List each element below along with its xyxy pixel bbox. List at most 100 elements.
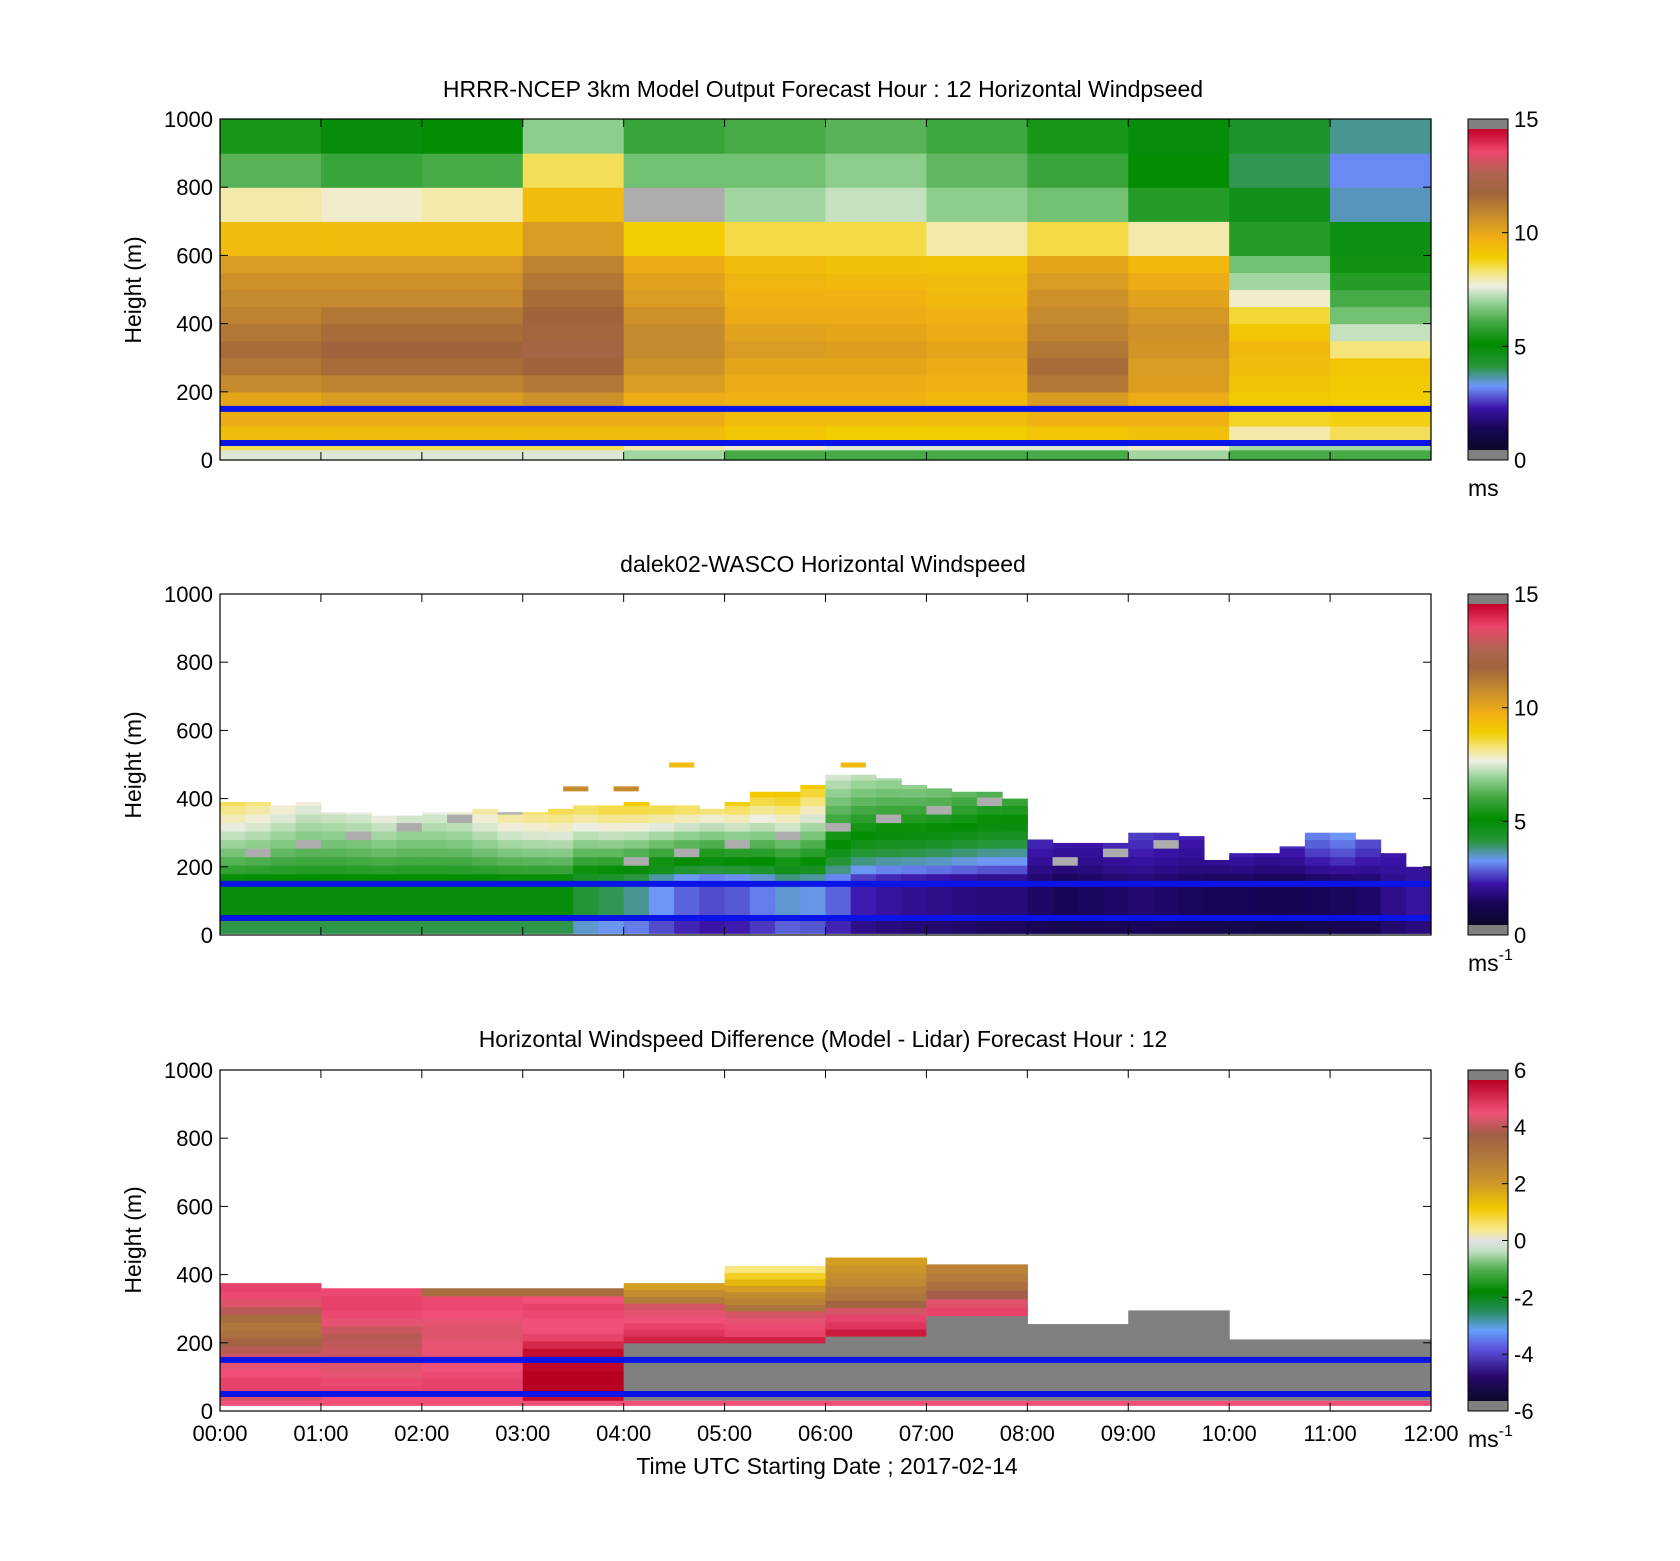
heatmap-cell (1027, 357, 1129, 376)
heatmap-cell (724, 289, 827, 308)
y-tick-label: 200 (176, 380, 213, 405)
heatmap-cell (547, 808, 574, 815)
heatmap-cell (825, 1271, 928, 1280)
heatmap-cell (800, 830, 827, 841)
panel-model-y-label: Height (m) (120, 236, 146, 343)
heatmap-cell (1027, 873, 1054, 883)
heatmap-cell (1153, 873, 1180, 883)
y-tick-label: 400 (176, 1263, 213, 1288)
heatmap-cell (220, 119, 322, 154)
heatmap-cell (421, 924, 448, 934)
heatmap-cell (220, 391, 322, 410)
heatmap-cell (1330, 839, 1356, 849)
colorbar-gradient (1468, 1080, 1508, 1401)
heatmap-cell (1279, 924, 1306, 934)
heatmap-cell (623, 289, 726, 308)
heatmap-cell (472, 848, 499, 858)
heatmap-cell (1128, 442, 1230, 451)
heatmap-cell (1027, 890, 1054, 900)
heatmap-cell (1052, 848, 1079, 858)
heatmap-cell (951, 791, 978, 798)
heatmap-cell (623, 255, 726, 274)
heatmap-cell (472, 808, 499, 815)
heatmap-cell (951, 907, 978, 917)
x-tick-label: 01:00 (293, 1421, 348, 1446)
heatmap-cell (320, 408, 423, 427)
heatmap-cell (749, 848, 776, 858)
heatmap-cell (522, 848, 549, 858)
heatmap-cell (749, 830, 776, 841)
y-tick-label: 0 (201, 923, 213, 948)
heatmap-cell (396, 830, 423, 841)
heatmap-cell (1077, 842, 1104, 849)
x-tick-label: 02:00 (394, 1421, 449, 1446)
heatmap-cell (623, 391, 726, 410)
heatmap-cell (976, 899, 1003, 909)
heatmap-cell (1279, 899, 1306, 909)
heatmap-cell (447, 822, 473, 832)
heatmap-cell (1153, 839, 1180, 849)
colorbar-tick-label: 2 (1514, 1172, 1526, 1197)
heatmap-cell (976, 890, 1003, 900)
heatmap-cell (724, 1272, 827, 1280)
heatmap-cell (421, 856, 448, 866)
colorbar-frame (1467, 118, 1509, 461)
heatmap-cell (220, 187, 322, 222)
heatmap-cell (522, 856, 549, 866)
heatmap-cell (901, 822, 928, 832)
heatmap-cell (825, 788, 852, 798)
heatmap-cell (1153, 856, 1180, 866)
x-tick-label: 04:00 (596, 1421, 651, 1446)
heatmap-cell (976, 830, 1003, 841)
heatmap-cell (522, 830, 549, 841)
heatmap-cell (320, 1340, 423, 1349)
heatmap-cell (1229, 924, 1255, 934)
heatmap-cell-surface (220, 1400, 322, 1406)
heatmap-cell (295, 848, 322, 858)
heatmap-cell (220, 907, 246, 917)
heatmap-cell (724, 1285, 827, 1293)
heatmap-cell (396, 848, 423, 858)
heatmap-cell (623, 153, 726, 188)
panel-lidar-heatmap (220, 762, 1432, 934)
heatmap-cell (1027, 340, 1129, 359)
colorbar-over-cap (1468, 1070, 1508, 1080)
heatmap-cell (220, 830, 246, 841)
heatmap-cell (472, 822, 499, 832)
heatmap-cell (245, 802, 272, 807)
heatmap-cell (825, 442, 928, 451)
heatmap-cell (901, 907, 928, 917)
heatmap-cell (699, 813, 726, 824)
heatmap-cell (1229, 289, 1331, 308)
x-tick-label: 07:00 (899, 1421, 954, 1446)
heatmap-cell (648, 873, 675, 883)
heatmap-cell (623, 1329, 726, 1337)
colorbar-frame (1467, 593, 1509, 936)
heatmap-cell (749, 805, 776, 815)
heatmap-cell (522, 1310, 625, 1319)
heatmap-cell (674, 924, 700, 934)
heatmap-cell (447, 856, 473, 866)
heatmap-cell (320, 187, 423, 222)
colorbar-over-cap (1468, 594, 1508, 604)
colorbar-tick-label: 5 (1514, 334, 1526, 359)
heatmap-cell (421, 899, 448, 909)
heatmap-cell (976, 791, 1003, 798)
heatmap-cell (1027, 449, 1129, 461)
heatmap-cell (926, 187, 1028, 222)
heatmap-cell (1380, 873, 1407, 883)
heatmap-cell (346, 856, 372, 866)
colorbar-under-cap (1468, 925, 1508, 935)
heatmap-cell (421, 340, 524, 359)
heatmap-cell (775, 791, 801, 798)
colorbar-tick-label: 15 (1514, 107, 1538, 132)
heatmap-cell (320, 391, 423, 410)
heatmap-cell (825, 1286, 928, 1294)
heatmap-cell (623, 805, 650, 815)
heatmap-cell (699, 848, 726, 858)
heatmap-cell (497, 848, 524, 858)
heatmap-cell-surface (522, 1400, 625, 1406)
heatmap-cell (901, 856, 928, 866)
heatmap-cell (1027, 221, 1129, 256)
